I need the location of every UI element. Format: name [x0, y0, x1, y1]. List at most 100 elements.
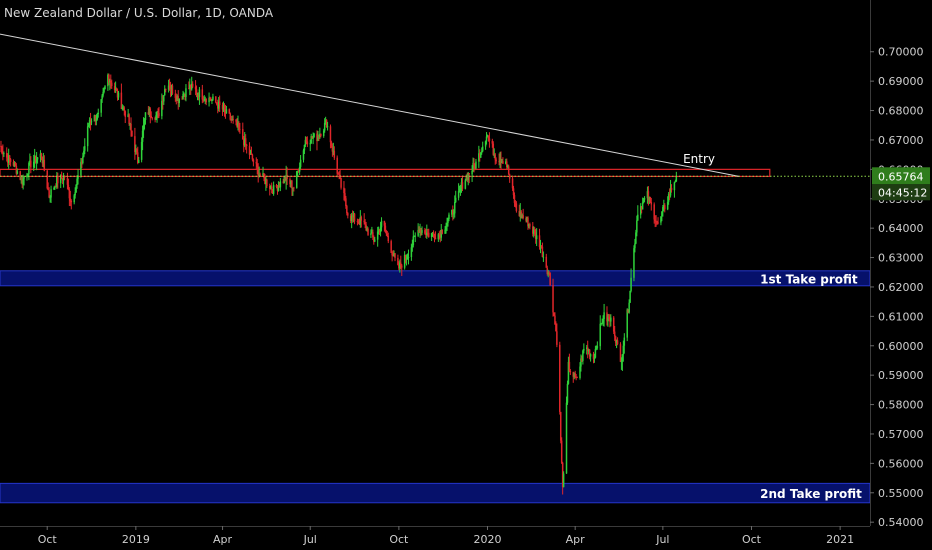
time-axis[interactable]: Oct 2019 Apr Jul Oct 2020 Apr Jul Oct 2021 [0, 526, 932, 550]
x-tick-label: Jul [655, 533, 669, 546]
candle-down [500, 160, 502, 164]
candle-down [194, 86, 197, 90]
candle-up [528, 224, 530, 227]
candle-down [418, 229, 420, 233]
candle-down [529, 224, 531, 227]
candle-up [262, 173, 264, 176]
candle-down [491, 140, 494, 144]
candle-down [394, 253, 396, 258]
candle-up [430, 233, 433, 237]
candle-down [346, 206, 348, 214]
candle-up [505, 161, 507, 164]
x-tick-label: 2020 [474, 533, 502, 546]
candle-down [251, 154, 254, 160]
candle-up [431, 232, 434, 234]
candle-down [657, 222, 659, 224]
candle-up [54, 186, 56, 189]
candle-down [201, 89, 204, 100]
candle-up [296, 170, 299, 172]
candle-up [164, 89, 166, 96]
candle-up [376, 231, 379, 240]
x-tick-label: 2019 [122, 533, 150, 546]
candle-up [366, 228, 368, 231]
candle-down [392, 255, 394, 257]
candle-down [668, 194, 671, 196]
candle-down [66, 177, 69, 185]
resistance-trendline[interactable] [0, 33, 740, 177]
candle-up [3, 153, 5, 154]
candle-up [480, 152, 482, 158]
candle-down [57, 176, 59, 184]
candle-down [487, 136, 490, 139]
entry-zone[interactable] [0, 168, 771, 178]
price-axis[interactable]: 0.700000.690000.680000.670000.660000.650… [870, 0, 932, 550]
candle-up [163, 95, 165, 102]
candle-down [656, 221, 658, 223]
candle-up [453, 213, 455, 215]
candle-up [42, 159, 45, 164]
candle-down [8, 155, 11, 160]
candle-up [74, 192, 76, 196]
x-tick-label: Oct [38, 533, 58, 546]
candle-up [542, 256, 545, 258]
candle-up [309, 143, 311, 145]
candle-down [316, 133, 318, 142]
candle-up [49, 197, 51, 199]
take-profit-zone-2[interactable] [0, 482, 871, 504]
candle-up [204, 98, 206, 100]
candle-up [299, 159, 302, 167]
candle-up [417, 229, 419, 236]
candle-down [401, 265, 403, 268]
candle-up [76, 178, 78, 185]
candle-up [313, 133, 315, 138]
candle-up [567, 361, 570, 384]
candle-down [513, 195, 516, 203]
candle-down [236, 121, 238, 127]
candle-up [595, 347, 598, 350]
candle-down [205, 98, 207, 103]
candle-down [508, 174, 511, 179]
candle-up [589, 354, 592, 357]
candle-up [610, 317, 612, 322]
candle-down [34, 155, 37, 163]
take-profit-zone-1[interactable] [0, 270, 871, 287]
candle-down [506, 161, 508, 168]
candle-up [634, 243, 636, 249]
candle-down [108, 74, 110, 83]
candle-up [93, 115, 96, 122]
candle-down [293, 187, 295, 189]
candle-down [320, 133, 322, 136]
candle-up [413, 235, 416, 237]
candle-down [195, 89, 198, 94]
candle-down [70, 200, 73, 203]
candle-up [472, 162, 474, 171]
candle-up [573, 373, 575, 377]
candle-down [576, 377, 578, 379]
candle-down [9, 159, 12, 162]
candle-down [387, 235, 390, 242]
candle-up [587, 349, 590, 352]
candle-up [290, 180, 292, 185]
candle-up [129, 123, 131, 125]
candle-down [123, 107, 126, 112]
candle-down [533, 229, 536, 233]
candle-down [136, 149, 138, 153]
candle-down [252, 159, 255, 163]
candle-down [250, 153, 253, 155]
candle-down [282, 181, 285, 183]
candle-up [109, 81, 111, 83]
candle-down [147, 112, 150, 115]
candle-up [272, 185, 275, 194]
trendline-layer[interactable] [0, 33, 870, 177]
candle-up [593, 357, 596, 359]
candle-up [319, 133, 321, 137]
candle-up [312, 137, 314, 139]
candle-down [242, 129, 244, 140]
candle-up [142, 125, 145, 131]
candle-up [646, 191, 649, 199]
candle-down [12, 161, 15, 166]
candle-up [421, 230, 423, 233]
candle-down [215, 96, 217, 103]
candle-up [506, 166, 509, 168]
